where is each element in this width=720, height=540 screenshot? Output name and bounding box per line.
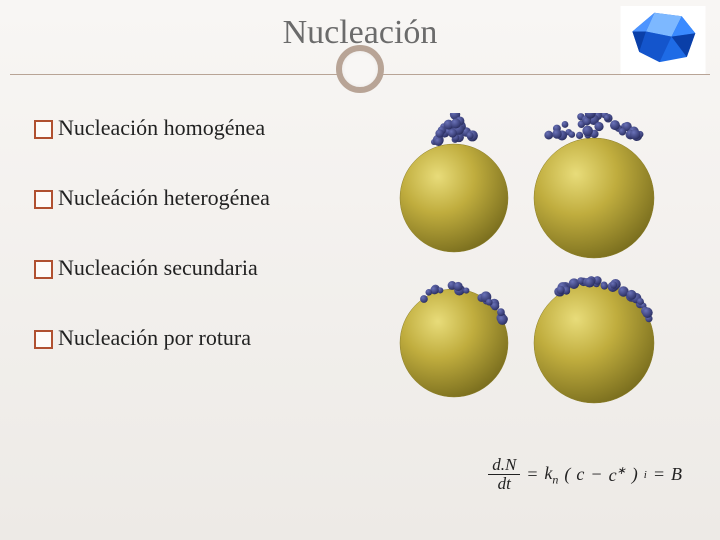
symbol-k: kn <box>544 463 558 488</box>
equals: = <box>526 464 538 485</box>
exponent-i: i <box>644 469 647 481</box>
symbol-c2: c∗ <box>609 464 626 486</box>
c2-letter: c <box>609 465 617 485</box>
bullet-label: Nucleación secundaria <box>58 255 258 281</box>
title-bar: Nucleación <box>0 0 720 95</box>
bullet-square-icon <box>34 190 53 209</box>
paren-open: ( <box>564 464 570 485</box>
list-item: Nucleación homogénea <box>34 115 364 141</box>
list-item: Nucleación por rotura <box>34 325 364 351</box>
fraction: d.N dt <box>488 456 520 494</box>
minus: − <box>590 464 602 485</box>
figure-area <box>364 113 694 428</box>
numerator: d.N <box>488 456 520 476</box>
equals2: = <box>653 464 665 485</box>
list-item: Nucleáción heterogénea <box>34 185 364 211</box>
denominator: dt <box>488 475 520 494</box>
bullet-label: Nucleación homogénea <box>58 115 265 141</box>
content-area: Nucleación homogénea Nucleáción heterogé… <box>0 95 720 428</box>
bullet-square-icon <box>34 260 53 279</box>
symbol-c1: c <box>576 464 584 485</box>
bullet-square-icon <box>34 120 53 139</box>
nucleation-diagram <box>364 113 684 423</box>
title-divider-circle <box>336 45 384 93</box>
c2-star: ∗ <box>617 465 626 477</box>
k-sub: n <box>552 472 558 486</box>
bullet-label: Nucleación por rotura <box>58 325 251 351</box>
equation: d.N dt = kn ( c − c∗ )i = B <box>488 456 682 494</box>
bullet-square-icon <box>34 330 53 349</box>
symbol-B: B <box>671 464 682 485</box>
crystal-icon <box>620 6 706 74</box>
bullet-list: Nucleación homogénea Nucleáción heterogé… <box>34 113 364 428</box>
paren-close: ) <box>632 464 638 485</box>
list-item: Nucleación secundaria <box>34 255 364 281</box>
bullet-label: Nucleáción heterogénea <box>58 185 270 211</box>
